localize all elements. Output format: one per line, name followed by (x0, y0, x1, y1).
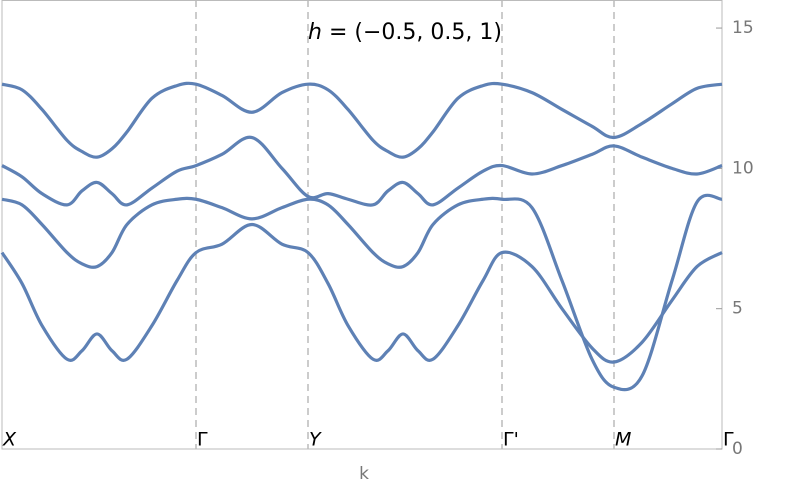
x-tick-label: M (615, 429, 631, 451)
y-tick-label: 15 (732, 18, 754, 38)
x-tick-label: Γ' (503, 429, 519, 451)
title-symbol: h (308, 20, 322, 45)
chart-title: h = (−0.5, 0.5, 1) (308, 20, 502, 45)
x-tick-label: Γ (197, 429, 208, 451)
band-line (1, 193, 723, 392)
title-text: = (−0.5, 0.5, 1) (322, 20, 502, 45)
band-line (1, 81, 723, 159)
x-tick-label: Γ (723, 429, 734, 451)
x-tick-label: X (2, 429, 17, 451)
y-tick-label: 5 (732, 299, 743, 319)
plot-frame (1, 0, 723, 450)
y-tick-label: 0 (732, 439, 743, 459)
x-axis-label: k (359, 464, 369, 484)
y-tick-label: 10 (732, 158, 754, 178)
x-tick-label: Y (309, 429, 322, 451)
band-line (1, 135, 723, 207)
